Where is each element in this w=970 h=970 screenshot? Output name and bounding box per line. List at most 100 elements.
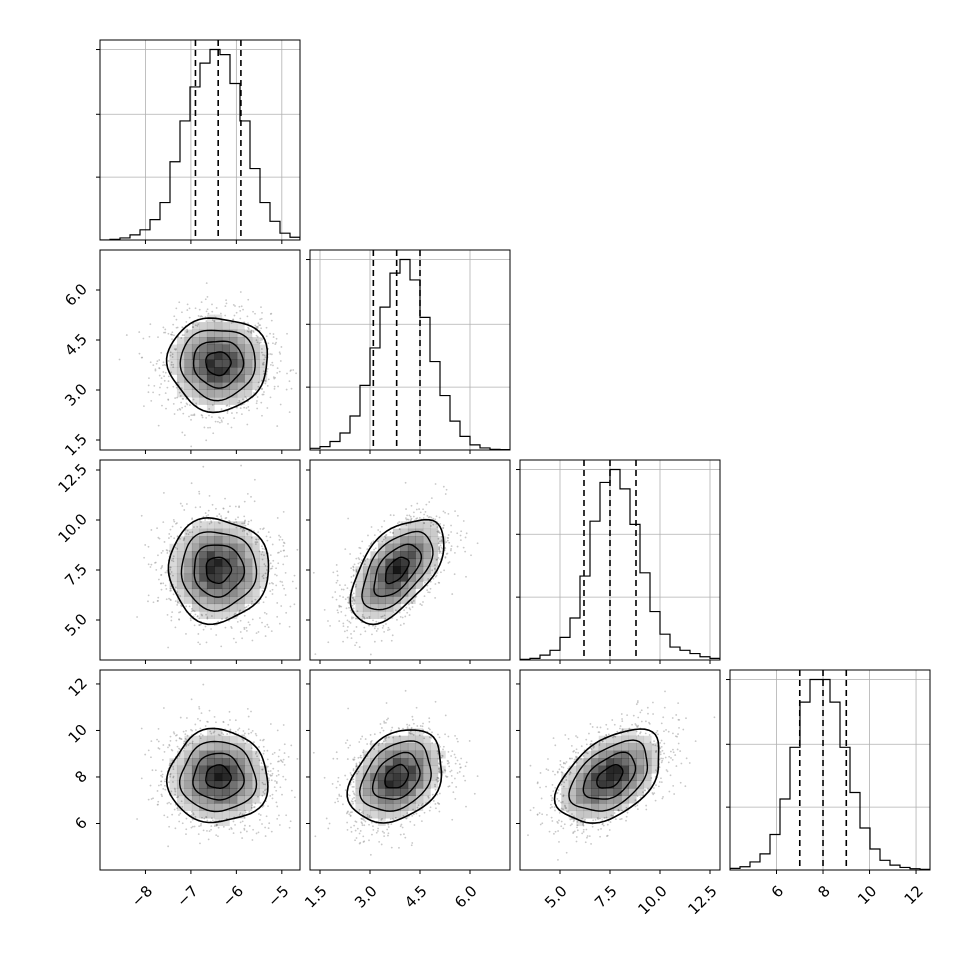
scatter-point [672, 748, 674, 751]
scatter-point [205, 816, 208, 819]
scatter-point [338, 584, 341, 587]
scatter-point [593, 745, 595, 748]
scatter-point [192, 326, 194, 328]
scatter-point [190, 814, 193, 817]
scatter-point [411, 715, 414, 718]
scatter-point [262, 804, 265, 807]
density-cell [591, 765, 600, 774]
density-cell [259, 551, 268, 560]
scatter-point [262, 370, 265, 373]
y-tick-label-p1-2: 4.5 [61, 330, 91, 360]
scatter-point [662, 757, 664, 760]
scatter-point [268, 822, 271, 825]
density-cell [606, 803, 615, 812]
scatter-point [265, 815, 268, 818]
scatter-point [601, 823, 604, 826]
scatter-point [251, 600, 253, 603]
density-cell [576, 795, 585, 804]
scatter-point [173, 334, 175, 337]
density-cell [377, 810, 386, 819]
scatter-point [574, 751, 577, 754]
density-cell [221, 521, 230, 530]
scatter-point [156, 600, 159, 602]
scatter-point [340, 610, 343, 613]
scatter-point [423, 513, 426, 516]
scatter-point [267, 827, 270, 830]
density-cell [385, 765, 394, 774]
density-cell [199, 558, 208, 567]
density-cell [169, 367, 178, 375]
density-cell [259, 773, 268, 782]
scatter-point [239, 527, 242, 530]
scatter-point [405, 508, 407, 510]
scatter-point [621, 720, 624, 723]
density-cell [415, 788, 424, 797]
density-cell [214, 543, 223, 552]
scatter-point [175, 318, 178, 321]
density-cell [583, 758, 592, 767]
scatter-point [162, 492, 165, 494]
scatter-point [245, 830, 248, 833]
scatter-point [356, 610, 359, 613]
scatter-point [658, 785, 660, 788]
scatter-point [585, 743, 588, 746]
density-cell [385, 581, 394, 590]
density-cell [422, 795, 431, 804]
scatter-point [348, 794, 351, 797]
scatter-point [233, 314, 236, 317]
scatter-point [278, 760, 280, 763]
scatter-point [200, 823, 202, 825]
scatter-point [262, 354, 264, 356]
density-cell [385, 810, 394, 819]
density-cell [191, 367, 200, 375]
scatter-point [256, 335, 259, 338]
scatter-point [454, 777, 456, 780]
density-cell [244, 367, 253, 375]
scatter-point [391, 726, 394, 729]
density-cell [392, 558, 401, 567]
scatter-point [189, 619, 192, 622]
scatter-point [359, 633, 362, 636]
scatter-point [652, 743, 654, 746]
scatter-point [284, 594, 287, 596]
density-cell [199, 780, 208, 789]
scatter-point [442, 748, 444, 751]
scatter-point [175, 522, 177, 525]
scatter-point [636, 804, 639, 807]
scatter-point [267, 805, 269, 808]
x-tick-label-p1-2: 4.5 [401, 882, 431, 912]
scatter-point [437, 531, 440, 533]
density-cell [244, 788, 253, 797]
scatter-point [165, 598, 168, 601]
scatter-point [428, 809, 431, 812]
scatter-point [349, 811, 352, 814]
density-cell [191, 337, 200, 345]
scatter-point [170, 790, 173, 793]
scatter-point [376, 540, 379, 543]
density-cell [244, 750, 253, 759]
scatter-point [567, 810, 570, 813]
density-cell [651, 743, 660, 752]
scatter-point [174, 546, 177, 549]
scatter-point [459, 534, 462, 537]
density-cell [430, 765, 439, 774]
scatter-point [263, 792, 266, 795]
scatter-point [423, 522, 426, 525]
scatter-point [379, 530, 382, 533]
density-cell [244, 765, 253, 774]
scatter-point [170, 333, 173, 336]
density-cell [370, 788, 379, 797]
scatter-point [385, 702, 388, 704]
scatter-point [288, 380, 291, 383]
density-cell [214, 566, 223, 575]
scatter-point [256, 755, 258, 758]
scatter-point [140, 514, 143, 517]
scatter-point [527, 834, 529, 837]
density-cell [199, 795, 208, 804]
density-cell [355, 773, 364, 782]
scatter-point [620, 713, 623, 715]
density-cell [176, 581, 185, 590]
scatter-point [415, 508, 418, 511]
scatter-point [582, 824, 585, 827]
density-cell [643, 750, 652, 759]
